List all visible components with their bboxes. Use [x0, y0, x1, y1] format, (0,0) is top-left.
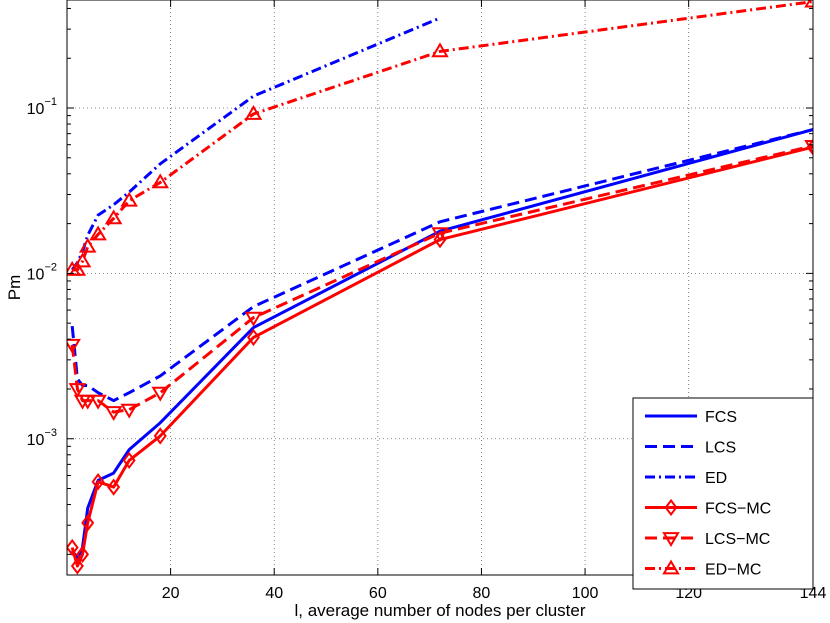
data-point-fcs-mc — [107, 478, 121, 496]
data-point-ed-mc — [104, 209, 123, 225]
data-point-fcs-mc — [433, 230, 447, 249]
legend-marker — [662, 559, 680, 575]
legend-box — [632, 397, 814, 590]
legend: FCS LCS ED FCS−MC LCS−MC ED−MC — [632, 397, 814, 590]
legend-label: FCS — [705, 409, 737, 426]
grid — [67, 0, 813, 575]
data-point-ed-mc — [120, 191, 138, 207]
data-point-lcs-mc — [104, 406, 123, 422]
legend-entry-fcs: FCS — [645, 409, 737, 426]
data-point-fcs-mc — [67, 538, 79, 557]
legend-entry-ed: ED — [645, 470, 727, 487]
data-point-ed-mc — [431, 42, 449, 58]
data-point-lcs-mc — [78, 394, 97, 410]
y-tick-label: 10−1 — [27, 96, 57, 118]
legend-label: ED−MC — [705, 562, 761, 579]
legend-label: LCS — [705, 440, 736, 457]
data-point-ed-mc — [68, 260, 87, 276]
data-point-ed-mc — [73, 252, 92, 268]
series-fcs-mc — [67, 138, 813, 575]
x-tick-label: 60 — [369, 585, 387, 602]
x-tick-label: 100 — [572, 585, 599, 602]
legend-label: FCS−MC — [705, 501, 771, 518]
data-point-ed-mc — [244, 105, 263, 120]
data-point-lcs-mc — [244, 311, 263, 327]
plot-frame — [66, 0, 814, 576]
series-layer — [67, 0, 813, 575]
series-lcs-mc — [67, 140, 813, 422]
legend-entry-lcs: LCS — [645, 440, 736, 457]
data-point-fcs-mc — [81, 514, 95, 532]
series-line-ed-mc — [72, 0, 813, 272]
y-tick-label: 10−2 — [27, 261, 57, 283]
x-axis-title: l, average number of nodes per cluster — [294, 601, 585, 620]
data-point-lcs-mc — [68, 383, 87, 398]
legend-marker — [662, 532, 680, 547]
data-point-ed-mc — [804, 0, 813, 8]
data-point-fcs-mc — [247, 328, 260, 347]
legend-label: LCS−MC — [705, 531, 770, 548]
data-point-fcs-mc — [70, 557, 84, 575]
data-point-lcs-mc — [804, 140, 813, 155]
data-point-ed-mc — [89, 225, 107, 241]
x-tick-label: 80 — [473, 585, 491, 602]
data-point-ed-mc — [78, 237, 97, 253]
data-point-fcs-mc — [91, 473, 105, 491]
x-tick-label: 40 — [265, 585, 283, 602]
series-ed-mc — [67, 0, 813, 276]
data-point-lcs-mc — [431, 227, 449, 243]
legend-marker — [664, 498, 678, 517]
data-point-lcs-mc — [120, 403, 138, 419]
data-point-lcs-mc — [67, 338, 81, 354]
data-point-ed-mc — [151, 173, 169, 189]
plot-area — [67, 0, 813, 575]
x-tick-label: 20 — [162, 585, 180, 602]
y-axis-title: Pm — [5, 275, 24, 301]
legend-entry-ed-mc: ED−MC — [645, 559, 761, 579]
data-point-fcs-mc — [76, 545, 90, 564]
data-point-fcs-mc — [122, 451, 136, 470]
data-point-lcs-mc — [151, 386, 169, 402]
legend-entry-lcs-mc: LCS−MC — [645, 531, 770, 548]
y-tick-label: 10−3 — [27, 427, 57, 449]
data-point-fcs-mc — [153, 427, 167, 445]
data-point-lcs-mc — [89, 394, 107, 410]
series-line-lcs-mc — [70, 144, 813, 414]
legend-entry-fcs-mc: FCS−MC — [645, 498, 771, 518]
legend-label: ED — [705, 470, 727, 487]
